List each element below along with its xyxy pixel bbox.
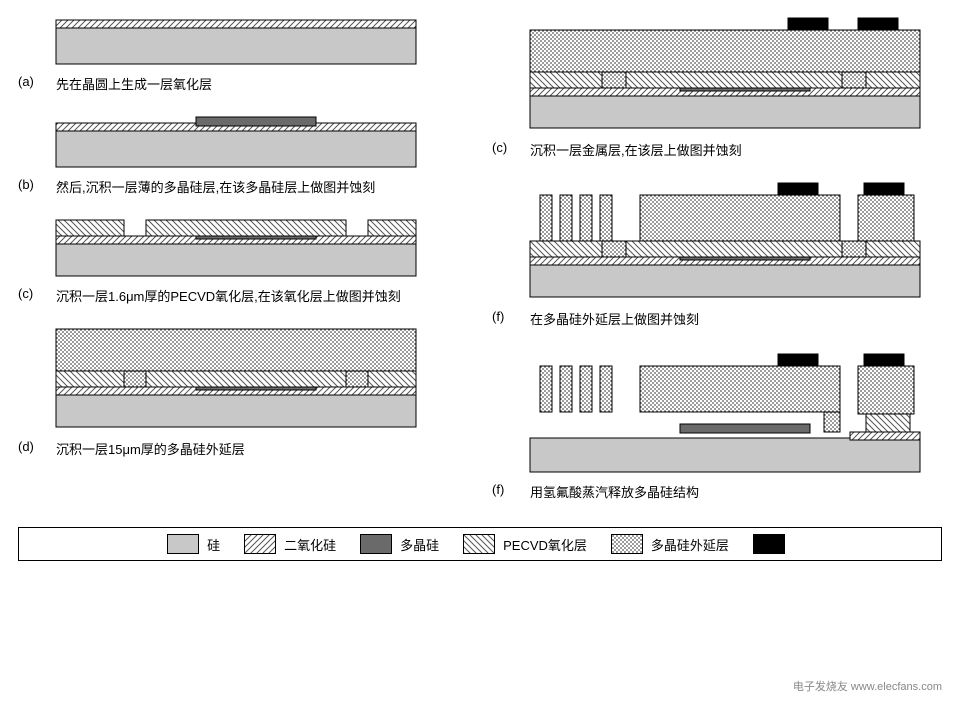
step-a-caption: 先在晶圆上生成一层氧化层 xyxy=(56,74,212,93)
legend-metal xyxy=(753,534,793,554)
step-e-label: (c) xyxy=(492,140,516,155)
step-b-label: (b) xyxy=(18,177,42,192)
step-e-caption: 沉积一层金属层,在该层上做图并蚀刻 xyxy=(530,140,742,159)
step-d-caption: 沉积一层15μm厚的多晶硅外延层 xyxy=(56,439,245,458)
step-b: (b) 然后,沉积一层薄的多晶硅层,在该多晶硅层上做图并蚀刻 xyxy=(18,111,468,196)
figure-f xyxy=(520,177,930,303)
right-column: (c) 沉积一层金属层,在该层上做图并蚀刻 xyxy=(492,12,942,519)
step-a-label: (a) xyxy=(18,74,42,89)
left-column: (a) 先在晶圆上生成一层氧化层 (b) 然后,沉积一层薄的多晶硅层,在该多晶硅… xyxy=(18,12,468,476)
legend-silicon-label: 硅 xyxy=(207,535,220,554)
step-e: (c) 沉积一层金属层,在该层上做图并蚀刻 xyxy=(492,12,942,159)
step-d: (d) 沉积一层15μm厚的多晶硅外延层 xyxy=(18,323,468,458)
legend-oxide: 二氧化硅 xyxy=(244,534,336,554)
legend-poly-label: 多晶硅 xyxy=(400,535,439,554)
step-c-label: (c) xyxy=(18,286,42,301)
step-f-caption: 在多晶硅外延层上做图并蚀刻 xyxy=(530,309,699,328)
step-g: (f) 用氢氟酸蒸汽释放多晶硅结构 xyxy=(492,346,942,501)
figure-a xyxy=(46,12,426,68)
legend-silicon: 硅 xyxy=(167,534,220,554)
watermark: 电子发烧友 www.elecfans.com xyxy=(793,678,942,694)
figure-d xyxy=(46,323,426,433)
step-f-label: (f) xyxy=(492,309,516,324)
step-d-label: (d) xyxy=(18,439,42,454)
step-a: (a) 先在晶圆上生成一层氧化层 xyxy=(18,12,468,93)
figure-g xyxy=(520,346,930,476)
step-c: (c) 沉积一层1.6μm厚的PECVD氧化层,在该氧化层上做图并蚀刻 xyxy=(18,214,468,305)
legend-pecvd: PECVD氧化层 xyxy=(463,534,587,554)
legend-oxide-label: 二氧化硅 xyxy=(284,535,336,554)
legend-epi: 多晶硅外延层 xyxy=(611,534,729,554)
step-g-label: (f) xyxy=(492,482,516,497)
legend-epi-label: 多晶硅外延层 xyxy=(651,535,729,554)
step-c-caption: 沉积一层1.6μm厚的PECVD氧化层,在该氧化层上做图并蚀刻 xyxy=(56,286,401,305)
legend-poly: 多晶硅 xyxy=(360,534,439,554)
figure-e xyxy=(520,12,930,134)
step-g-caption: 用氢氟酸蒸汽释放多晶硅结构 xyxy=(530,482,699,501)
step-b-caption: 然后,沉积一层薄的多晶硅层,在该多晶硅层上做图并蚀刻 xyxy=(56,177,375,196)
step-f: (f) 在多晶硅外延层上做图并蚀刻 xyxy=(492,177,942,328)
figure-c xyxy=(46,214,426,280)
legend: 硅 二氧化硅 多晶硅 PECVD氧化层 多晶硅外延层 xyxy=(18,527,942,561)
legend-pecvd-label: PECVD氧化层 xyxy=(503,535,587,554)
figure-b xyxy=(46,111,426,171)
